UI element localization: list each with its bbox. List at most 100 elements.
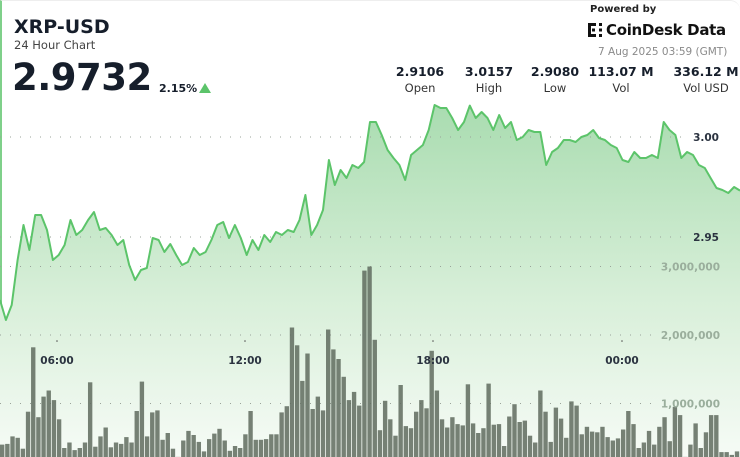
volume-bar [103, 427, 108, 457]
volume-bar [217, 428, 222, 457]
stat-label: High [475, 81, 503, 95]
volume-bar [610, 440, 615, 457]
volume-bar [615, 438, 621, 457]
volume-bar [522, 420, 528, 457]
volume-bar [134, 411, 139, 457]
volume-bar [139, 381, 145, 457]
volume-bar [460, 425, 465, 457]
volume-bar [388, 419, 393, 457]
volume-bar [212, 433, 217, 457]
stat-value: 113.07 M [588, 64, 654, 79]
volume-bar [269, 434, 274, 457]
stat-label: Vol USD [683, 81, 729, 95]
volume-bar [382, 400, 388, 457]
volume-bar [357, 405, 362, 457]
volume-bar [703, 432, 709, 457]
volume-bar [155, 410, 160, 457]
volume-bar [77, 448, 82, 457]
stat-high: 3.0157 High [449, 64, 529, 95]
volume-bar [465, 384, 471, 457]
volume-bar [274, 434, 279, 457]
volume-bar [232, 446, 238, 457]
volume-bar [455, 424, 460, 457]
volume-bar [98, 436, 103, 457]
volume-bar [620, 429, 626, 457]
axis-labels: 3.00 2.95 3,000,000 2,000,000 1,000,000 06:00… [40, 132, 720, 411]
volume-bar [258, 439, 264, 457]
volume-bar [708, 415, 714, 457]
volume-bar [424, 408, 429, 457]
x-tick-label: 12:00 [228, 355, 261, 367]
volume-bar [243, 434, 248, 457]
stat-label: Low [543, 81, 567, 95]
volume-bar [346, 400, 352, 457]
timestamp: 7 Aug 2025 03:59 (GMT) [598, 46, 728, 58]
volume-bar [326, 329, 331, 457]
volume-bar [734, 451, 740, 457]
up-triangle-icon [199, 83, 211, 93]
volume-bar [20, 448, 26, 457]
stat-vol-usd: 336.12 M Vol USD [666, 64, 740, 95]
volume-bar [222, 440, 227, 457]
coindesk-data-logo[interactable]: CoinDesk Data [588, 21, 726, 39]
volume-bar [238, 448, 243, 457]
volume-bar [429, 350, 434, 457]
volume-bar [533, 442, 538, 457]
volume-bar [724, 452, 729, 457]
volume-bar [377, 430, 383, 457]
volume-bar [186, 430, 191, 457]
stat-low: 2.9080 Low [515, 64, 595, 95]
volume-bar [87, 382, 93, 457]
volume-bar [279, 412, 284, 457]
volume-bar [698, 448, 703, 457]
volume-bar [67, 442, 72, 457]
volume-bar [25, 411, 31, 457]
volume-bar [31, 347, 36, 457]
volume-bar [486, 383, 491, 457]
logo-text: CoinDesk Data [606, 21, 726, 39]
x-tick-mark [244, 340, 246, 342]
volume-bar [434, 390, 440, 457]
price-line [0, 104, 740, 321]
volume-bar [641, 442, 647, 457]
volume-bar [729, 454, 735, 457]
volume-bar [527, 435, 533, 457]
x-tick-mark [621, 340, 623, 342]
volume-bar [688, 444, 693, 457]
volume-bar [294, 345, 300, 457]
volume-bar [191, 435, 196, 457]
volume-bar [579, 434, 584, 457]
volume-bar [93, 446, 98, 457]
volume-bar [331, 349, 336, 457]
volume-bar [481, 428, 486, 457]
volume-bar [300, 380, 305, 457]
volume-bar [248, 411, 253, 457]
volume-bar [10, 436, 15, 457]
volume-tick-label: 1,000,000 [661, 399, 720, 411]
stat-vol: 113.07 M Vol [581, 64, 661, 95]
volume-bar [351, 391, 357, 457]
volume-bar [206, 439, 212, 457]
volume-bar [82, 442, 88, 457]
volume-bar [253, 439, 258, 457]
x-tick-label: 00:00 [605, 355, 638, 367]
volume-bar [408, 428, 414, 457]
volume-bar [564, 437, 569, 457]
volume-bar [315, 396, 321, 457]
volume-bar [595, 432, 600, 457]
volume-bar [320, 410, 326, 457]
volume-bar [108, 447, 114, 457]
volume-bar [652, 444, 657, 457]
price-change-percent: 2.15% [159, 82, 198, 95]
volume-bar [538, 390, 543, 457]
stat-label: Vol [612, 81, 630, 95]
volume-bar [631, 424, 636, 457]
volume-bar [113, 442, 119, 457]
volume-bar [450, 417, 455, 457]
stat-value: 336.12 M [673, 64, 739, 79]
volume-bar [46, 390, 51, 457]
volume-bar [496, 424, 502, 457]
volume-bar [336, 359, 341, 457]
volume-bar [507, 416, 512, 457]
